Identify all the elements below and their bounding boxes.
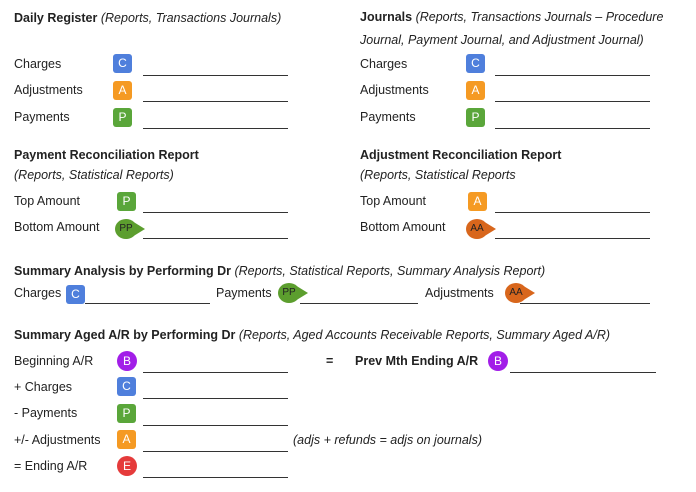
source: (Reports, Statistical Reports) — [14, 168, 174, 182]
badge: P — [117, 404, 136, 423]
title: Adjustment Reconciliation Report — [360, 148, 562, 162]
section-heading: Summary Aged A/R by Performing Dr (Repor… — [14, 327, 610, 343]
badge: A — [113, 81, 132, 100]
source: (Reports, Statistical Reports — [360, 168, 516, 182]
blank — [143, 101, 288, 102]
label: + Charges — [14, 380, 73, 394]
badge: C — [466, 54, 485, 73]
title: Payment Reconciliation Report — [14, 148, 199, 162]
blank — [143, 398, 288, 399]
badge: AA — [505, 283, 535, 303]
blank — [143, 128, 288, 129]
badge: C — [113, 54, 132, 73]
label: Payments — [14, 110, 70, 124]
badge: P — [466, 108, 485, 127]
badge: A — [468, 192, 487, 211]
source: (Reports, Transactions Journals – Proced… — [360, 10, 664, 47]
label: - Payments — [14, 406, 78, 420]
badge: A — [466, 81, 485, 100]
badge: AA — [466, 219, 496, 239]
badge: P — [117, 192, 136, 211]
label: Payments — [360, 110, 416, 124]
source: (Reports, Aged Accounts Receivable Repor… — [238, 328, 611, 342]
badge: PP — [115, 219, 145, 239]
badge: C — [117, 377, 136, 396]
section-heading: Daily Register (Reports, Transactions Jo… — [14, 10, 281, 26]
blank — [300, 303, 418, 304]
blank — [495, 238, 650, 239]
badge: B — [488, 351, 508, 371]
blank — [143, 238, 288, 239]
blank — [495, 75, 650, 76]
title: Daily Register — [14, 11, 98, 25]
blank — [143, 477, 288, 478]
badge: A — [117, 430, 136, 449]
title: Summary Analysis by Performing Dr — [14, 264, 231, 278]
section-heading: Journals (Reports, Transactions Journals… — [360, 6, 690, 52]
label: Beginning A/R — [14, 354, 94, 368]
label: Charges — [360, 57, 408, 71]
label: +/- Adjustments — [14, 433, 101, 447]
note: (adjs + refunds = adjs on journals) — [293, 433, 482, 447]
blank — [143, 372, 288, 373]
blank — [520, 303, 650, 304]
blank — [143, 75, 288, 76]
blank — [143, 212, 288, 213]
title: Journals — [360, 10, 413, 24]
badge: PP — [278, 283, 308, 303]
blank — [495, 101, 650, 102]
blank — [495, 128, 650, 129]
label: Top Amount — [360, 194, 427, 208]
blank — [143, 425, 288, 426]
label: Adjustments — [425, 286, 494, 300]
label: Charges — [14, 57, 62, 71]
label: Adjustments — [360, 83, 429, 97]
section-heading: Summary Analysis by Performing Dr (Repor… — [14, 263, 545, 279]
label: Prev Mth Ending A/R — [355, 354, 479, 368]
label: Payments — [216, 286, 272, 300]
title: Summary Aged A/R by Performing Dr — [14, 328, 236, 342]
blank — [143, 451, 288, 452]
blank — [510, 372, 656, 373]
source: (Reports, Statistical Reports, Summary A… — [234, 264, 546, 278]
badge: E — [117, 456, 137, 476]
label: Bottom Amount — [14, 220, 100, 234]
blank — [85, 303, 210, 304]
badge: C — [66, 285, 85, 304]
label: = Ending A/R — [14, 459, 88, 473]
blank — [495, 212, 650, 213]
equals: = — [326, 354, 334, 368]
label: Adjustments — [14, 83, 83, 97]
source: (Reports, Transactions Journals) — [100, 11, 282, 25]
label: Bottom Amount — [360, 220, 446, 234]
label: Charges — [14, 286, 62, 300]
label: Top Amount — [14, 194, 81, 208]
badge: P — [113, 108, 132, 127]
badge: B — [117, 351, 137, 371]
